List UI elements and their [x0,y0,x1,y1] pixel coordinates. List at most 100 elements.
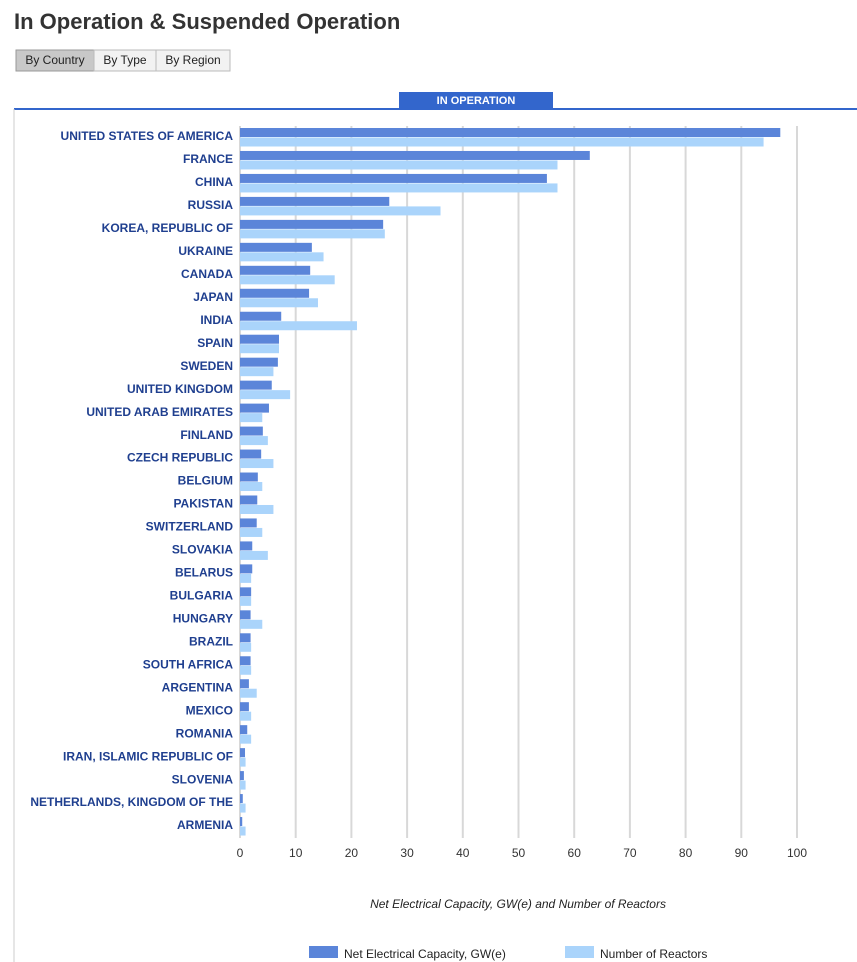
bar [240,403,269,413]
bar [240,229,385,239]
bar [240,527,263,537]
bar [240,160,558,170]
bar [240,702,249,712]
bar [240,472,258,482]
bar [240,380,272,390]
y-tick-label: ARGENTINA [162,680,234,694]
plot: 0 10 20 30 40 50 60 70 80 90 100 UNITED STATES OF A… [30,126,807,961]
x-tick-label: 30 [400,846,414,860]
y-tick-label: IRAN, ISLAMIC REPUBLIC OF [63,749,233,763]
bar [240,504,274,514]
bar [240,311,282,321]
y-tick-label: UNITED ARAB EMIRATES [86,405,233,419]
legend-label: Net Electrical Capacity, GW(e) [344,947,506,961]
tab[interactable]: By Type [103,53,146,67]
y-tick-label: BELGIUM [178,474,233,488]
x-tick-label: 90 [735,846,749,860]
section-tab-label[interactable]: IN OPERATION [437,95,516,107]
y-tick-label: JAPAN [193,290,233,304]
bar [240,150,590,160]
x-tick-label: 80 [679,846,693,860]
bar [240,252,324,262]
x-tick-label: 10 [289,846,303,860]
bar [240,826,246,836]
y-tick-label: SWEDEN [180,359,233,373]
bar [240,275,335,285]
y-tick-label: BELARUS [175,566,233,580]
y-tick-label: KOREA, REPUBLIC OF [102,221,233,235]
bar [240,734,252,744]
y-tick-label: SLOVENIA [172,772,234,786]
bar [240,206,441,216]
tab[interactable]: By Country [25,53,84,67]
x-tick-label: 100 [787,846,807,860]
y-tick-label: BRAZIL [189,634,233,648]
y-tick-label: SPAIN [197,336,233,350]
y-tick-label: PAKISTAN [173,497,233,511]
tab-bar: By Country By Type By Region [15,49,231,72]
bar [240,436,268,446]
bar [240,321,357,331]
bar [240,196,390,206]
y-tick-label: UKRAINE [178,244,233,258]
y-tick-label: SWITZERLAND [146,520,234,534]
x-tick-label: 40 [456,846,470,860]
bar [240,128,781,137]
page-title: In Operation & Suspended Operation [14,9,400,34]
bar [240,459,274,469]
bar [240,596,252,606]
bar [240,541,253,551]
y-tick-label: UNITED KINGDOM [127,382,233,396]
bar [240,794,243,804]
bar [240,780,246,790]
y-tick-label: CANADA [181,267,233,281]
bar [240,587,252,597]
bar [240,183,558,193]
y-tick-label: INDIA [200,313,233,327]
y-tick-label: ROMANIA [176,726,234,740]
bar [240,573,252,583]
bar [240,265,311,275]
y-tick-label: MEXICO [186,703,233,717]
legend-swatch [565,946,594,958]
bar [240,711,252,721]
bar [240,357,278,367]
tab[interactable]: By Region [165,53,220,67]
y-tick-label: BULGARIA [170,589,234,603]
bar [240,390,291,400]
y-tick-label: FRANCE [183,152,233,166]
bar [240,137,764,147]
section-tab[interactable] [399,92,553,109]
bar [240,426,263,436]
y-tick-label: UNITED STATES OF AMERICA [61,129,234,143]
x-axis-title: Net Electrical Capacity, GW(e) and Numbe… [370,897,666,911]
y-tick-label: CHINA [195,175,233,189]
x-tick-label: 50 [512,846,526,860]
bar [240,495,258,505]
y-tick-label: SLOVAKIA [172,543,233,557]
bar [240,803,246,813]
bar [240,725,248,735]
bar [240,688,257,698]
bar [240,482,263,492]
bar [240,619,263,629]
bar [240,656,251,666]
legend-label: Number of Reactors [600,947,707,961]
bar [240,665,252,675]
tab-button[interactable] [155,49,231,72]
bar [240,449,262,459]
bar [240,242,312,252]
y-tick-label: RUSSIA [188,198,234,212]
y-tick-label: HUNGARY [173,611,233,625]
bar [240,633,251,643]
bar [240,550,268,560]
y-tick-label: CZECH REPUBLIC [127,451,233,465]
bar [240,679,249,689]
y-tick-label: ARMENIA [177,818,233,832]
bar [240,757,246,767]
bar [240,817,243,827]
bar [240,564,253,574]
x-tick-label: 70 [623,846,637,860]
